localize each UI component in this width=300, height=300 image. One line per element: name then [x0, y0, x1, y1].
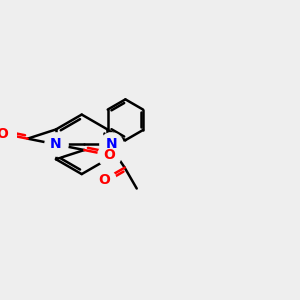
Point: [107, 153, 112, 158]
Text: O: O: [0, 127, 9, 141]
Point: [101, 177, 106, 182]
Text: O: O: [103, 148, 115, 162]
Text: O: O: [98, 173, 110, 187]
Text: N: N: [50, 137, 62, 151]
Text: N: N: [105, 137, 117, 151]
Point: [109, 142, 114, 147]
Point: [53, 142, 58, 147]
Point: [0, 131, 5, 136]
